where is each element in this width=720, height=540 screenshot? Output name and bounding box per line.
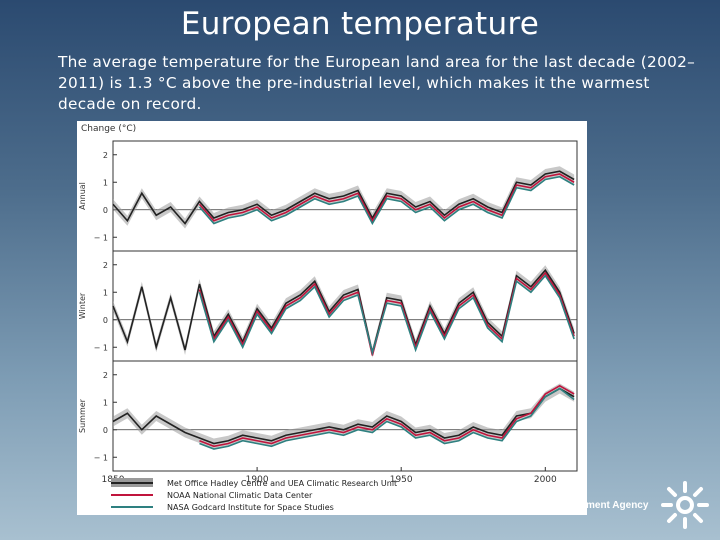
legend-label-1: NOAA National Climatic Data Center	[167, 491, 313, 500]
series-line-hadley-summer	[112, 387, 575, 445]
panel-frame-summer	[112, 360, 578, 472]
series-line-noaa-annual	[198, 173, 575, 223]
temperature-chart: Change (°C) − 1 0 1 2 Annual − 1 0 1 2 Winter − 1 0 1…	[78, 124, 578, 512]
series-line-noaa-summer	[199, 384, 575, 448]
y-tick-label: 1	[103, 398, 108, 407]
y-tick-label: 2	[103, 371, 108, 380]
y-tick-label: 2	[103, 151, 108, 160]
series-line-nasa-summer	[199, 387, 575, 450]
slide-body-text: The average temperature for the European…	[58, 53, 696, 113]
agency-name-text: ment Agency	[586, 500, 649, 511]
uncertainty-band-summer	[113, 383, 575, 449]
panel-label-annual: Annual	[78, 182, 87, 210]
series-line-hadley-annual	[112, 170, 575, 225]
x-tick-label: 1950	[390, 475, 413, 485]
y-tick-label: − 1	[94, 343, 108, 352]
panel-label-winter: Winter	[78, 292, 87, 319]
x-tick-label: 2000	[534, 475, 557, 485]
y-tick-label: 1	[103, 178, 108, 187]
y-tick-label: 0	[103, 206, 108, 215]
series-line-noaa-winter	[198, 271, 575, 356]
legend-label-2: NASA Godcard Institute for Space Studies	[167, 503, 334, 512]
x-tick-label: 1900	[246, 475, 269, 485]
y-tick-label: − 1	[94, 453, 108, 462]
series-line-hadley-winter	[112, 268, 575, 353]
panel-label-summer: Summer	[78, 398, 87, 433]
y-tick-label: 2	[103, 261, 108, 270]
y-tick-label: − 1	[94, 233, 108, 242]
y-axis-title: Change (°C)	[81, 124, 136, 134]
series-line-nasa-winter	[198, 274, 575, 356]
series-line-nasa-annual	[198, 175, 575, 226]
uncertainty-band-winter	[113, 265, 575, 358]
legend-label-0: Met Office Hadley Centre and UEA Climati…	[167, 479, 397, 488]
y-tick-label: 0	[103, 426, 108, 435]
sun-leaf-logo-icon	[661, 481, 709, 529]
slide-title: European temperature	[180, 6, 540, 42]
temperature-chart-figure: Change (°C) − 1 0 1 2 Annual − 1 0 1 2 Winter − 1 0 1…	[77, 121, 587, 515]
y-tick-label: 1	[103, 288, 108, 297]
y-tick-label: 0	[103, 316, 108, 325]
